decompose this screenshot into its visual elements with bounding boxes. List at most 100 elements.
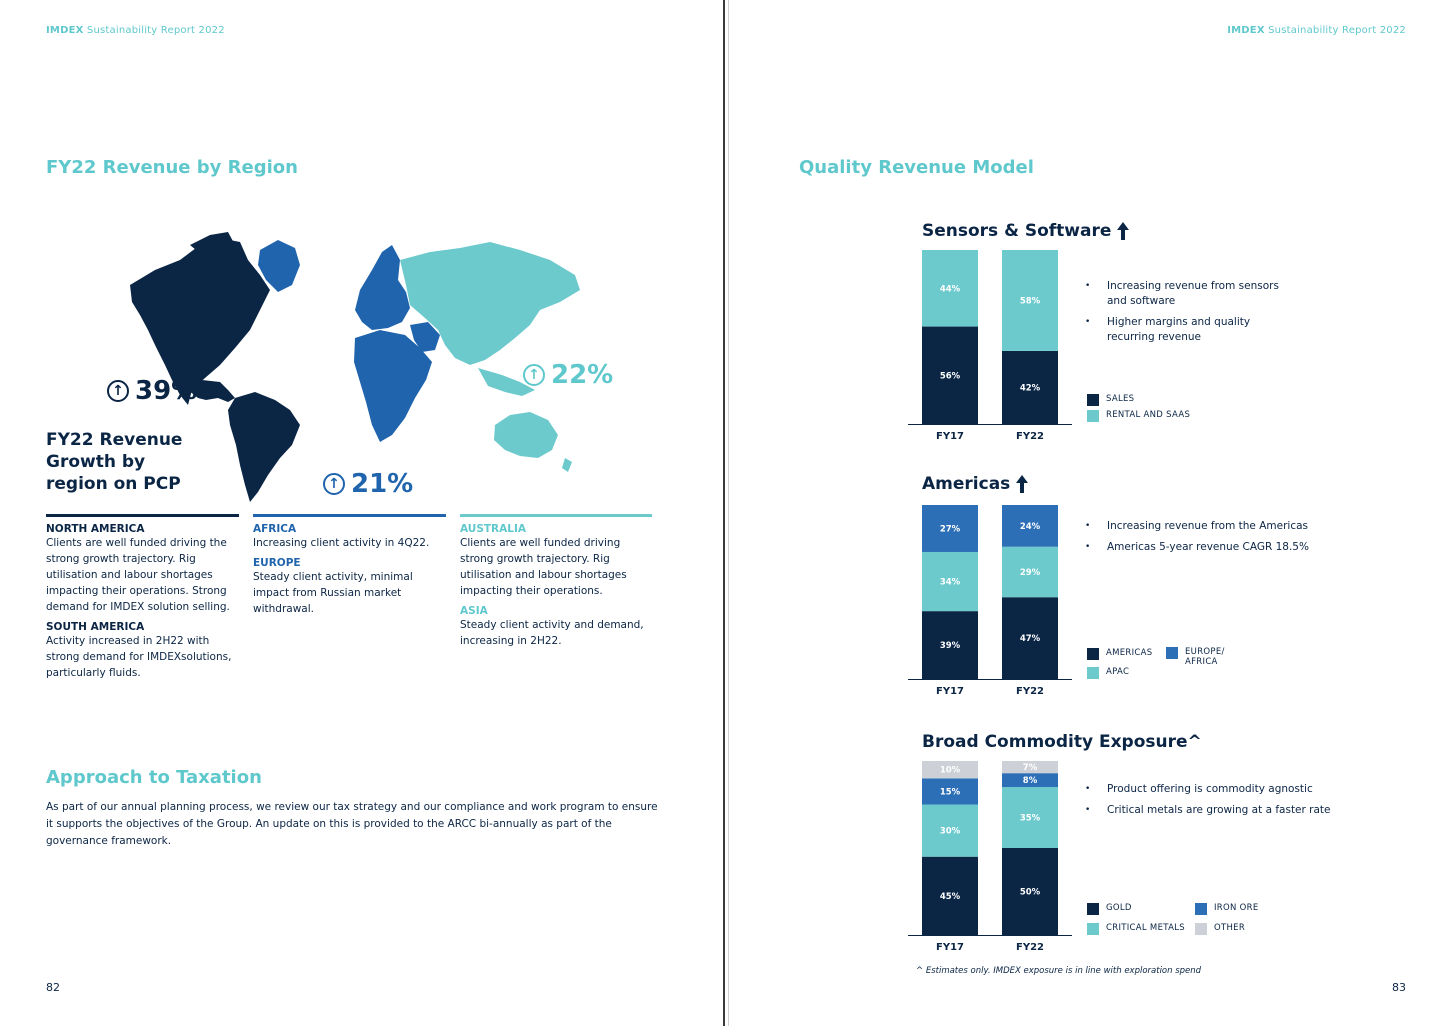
- bar-segment-americas: [1002, 597, 1058, 679]
- arrow-up-circle-icon: ↑: [107, 380, 129, 402]
- arrow-up-icon: [1016, 475, 1029, 493]
- legend-swatch: [1195, 903, 1207, 915]
- growth-title-line: Growth by: [46, 452, 146, 472]
- data-label: 47%: [1020, 634, 1041, 644]
- chart-title-text: Sensors & Software: [922, 221, 1112, 241]
- map-south-america: [228, 392, 300, 502]
- legend-iron-ore: IRON ORE: [1195, 903, 1259, 915]
- taxation-text: As part of our annual planning process, …: [46, 801, 658, 847]
- header-title: Sustainability Report 2022: [1268, 25, 1406, 36]
- bullet-item: Increasing revenue from the Americas: [1085, 519, 1325, 534]
- region-divider: [46, 514, 239, 517]
- legend-label: OTHER: [1214, 923, 1246, 933]
- bar-segment-apac: [922, 551, 978, 612]
- africa-text: Increasing client activity in 4Q22.: [253, 537, 430, 549]
- africa-europe-growth-value: 21%: [351, 469, 414, 499]
- legend-critical-metals: CRITICAL METALS: [1087, 923, 1185, 935]
- americas-growth: ↑ 39%: [107, 376, 197, 406]
- data-label: 29%: [1020, 568, 1041, 578]
- arrow-up-icon: [1117, 222, 1130, 240]
- legend-swatch: [1087, 903, 1099, 915]
- data-label: 10%: [940, 766, 961, 776]
- map-new-zealand: [562, 458, 572, 472]
- data-label: 24%: [1020, 522, 1041, 532]
- data-label: 45%: [940, 892, 961, 902]
- bar-segment-gold: [1002, 848, 1058, 935]
- region-divider: [460, 514, 652, 517]
- bar-segment-rental-and-saas: [1002, 250, 1058, 351]
- bullets-sensors: Increasing revenue from sensors and soft…: [1085, 279, 1285, 351]
- bar-segment-europe-africa: [922, 505, 978, 552]
- legend-label: IRON ORE: [1214, 903, 1259, 913]
- header-brand: IMDEX: [1227, 25, 1265, 36]
- legend-swatch: [1087, 667, 1099, 679]
- europe-heading: EUROPE: [253, 557, 301, 569]
- bullet-item: Higher margins and quality recurring rev…: [1085, 315, 1285, 345]
- legend-rental-saas: RENTAL AND SAAS: [1087, 410, 1190, 422]
- data-label: 8%: [1023, 776, 1038, 786]
- bar-segment-sales: [922, 326, 978, 424]
- legend-label: CRITICAL METALS: [1106, 923, 1185, 933]
- legend-swatch: [1195, 923, 1207, 935]
- legend-label: APAC: [1106, 667, 1130, 677]
- right-page: IMDEX Sustainability Report 2022 Quality…: [729, 0, 1454, 1026]
- asia-pac-growth-value: 22%: [551, 360, 614, 390]
- x-tick-label: FY22: [1016, 942, 1044, 953]
- bar-segment-critical-metals: [922, 804, 978, 857]
- region-column-africa-europe: AFRICA Increasing client activity in 4Q2…: [253, 514, 446, 617]
- world-map: [130, 232, 580, 502]
- bar-segment-iron-ore: [922, 778, 978, 805]
- chart-sensors-software: 56% 44% FY17 42% 58% FY22: [908, 250, 1072, 442]
- legend-label: AMERICAS: [1106, 648, 1153, 658]
- bar-segment-rental-and-saas: [922, 250, 978, 327]
- map-asia: [400, 242, 580, 365]
- data-label: 58%: [1020, 296, 1041, 306]
- growth-title-line: FY22 Revenue: [46, 430, 183, 450]
- europe-text: Steady client activity, minimal impact f…: [253, 571, 413, 615]
- asia-pac-growth: ↑ 22%: [523, 360, 613, 390]
- bar-segment-europe-africa: [1002, 505, 1058, 547]
- legend-europe-africa: EUROPE/ AFRICA: [1166, 647, 1226, 667]
- footnote: ^ Estimates only. IMDEX exposure is in l…: [916, 966, 1202, 976]
- chart-title-text: Broad Commodity Exposure^: [922, 732, 1202, 752]
- bullet-item: Critical metals are growing at a faster …: [1085, 803, 1345, 818]
- arrow-up-circle-icon: ↑: [523, 364, 545, 386]
- x-tick-label: FY22: [1016, 431, 1044, 442]
- page-number: 83: [1392, 981, 1406, 994]
- growth-title-line: region on PCP: [46, 474, 181, 494]
- region-column-americas: NORTH AMERICA Clients are well funded dr…: [46, 514, 239, 681]
- legend-swatch: [1087, 410, 1099, 422]
- x-tick-label: FY17: [936, 942, 964, 953]
- africa-europe-growth: ↑ 21%: [323, 469, 413, 499]
- australia-text: Clients are well funded driving strong g…: [460, 537, 627, 597]
- section-title-revenue-by-region: FY22 Revenue by Region: [46, 157, 298, 178]
- bar-segment-gold: [922, 856, 978, 935]
- legend-americas: AMERICAS: [1087, 648, 1152, 660]
- asia-heading: ASIA: [460, 605, 488, 617]
- x-tick-label: FY17: [936, 431, 964, 442]
- south-america-heading: SOUTH AMERICA: [46, 621, 145, 633]
- legend-swatch: [1087, 648, 1099, 660]
- asia-text: Steady client activity and demand, incre…: [460, 619, 644, 647]
- map-greenland: [258, 240, 300, 292]
- australia-heading: AUSTRALIA: [460, 523, 526, 535]
- data-label: 27%: [940, 524, 961, 534]
- bullet-item: Increasing revenue from sensors and soft…: [1085, 279, 1285, 309]
- data-label: 56%: [940, 371, 961, 381]
- data-label: 39%: [940, 641, 961, 651]
- legend-other: OTHER: [1195, 923, 1245, 935]
- bar-segment-other: [922, 761, 978, 779]
- data-label: 30%: [940, 827, 961, 837]
- left-page: IMDEX Sustainability Report 2022 FY22 Re…: [0, 0, 723, 1026]
- map-arctic-islands: [190, 232, 235, 255]
- chart-title-text: Americas: [922, 474, 1011, 494]
- region-divider: [253, 514, 446, 517]
- africa-heading: AFRICA: [253, 523, 297, 535]
- bullets-commodity: Product offering is commodity agnostic C…: [1085, 782, 1345, 824]
- x-tick-label: FY17: [936, 686, 964, 697]
- page-spine: [723, 0, 729, 1026]
- section-title-quality-revenue: Quality Revenue Model: [799, 157, 1034, 178]
- legend-gold: GOLD: [1087, 903, 1132, 915]
- bar-segment-iron-ore: [1002, 773, 1058, 788]
- chart-commodity-exposure: 45% 30% 15% 10% FY17 50% 35% 8% 7% FY22: [908, 761, 1072, 953]
